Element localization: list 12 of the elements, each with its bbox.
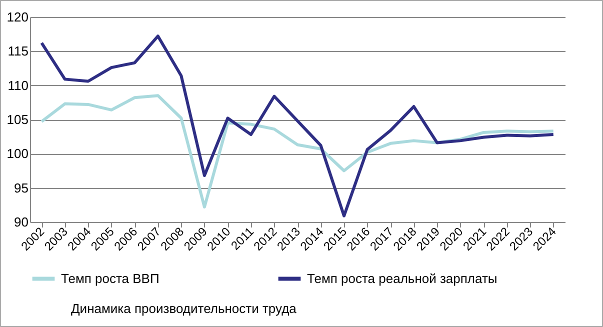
y-tick-label: 110 <box>8 78 28 93</box>
legend-label: Темп роста реальной зарплаты <box>307 270 498 286</box>
y-tick-label: 95 <box>14 180 28 196</box>
y-tick-label: 115 <box>8 44 28 59</box>
y-tick-label: 120 <box>6 10 28 24</box>
legend-label: Темп роста ВВП <box>61 270 160 286</box>
line-series <box>40 94 555 208</box>
y-tick-label: 100 <box>6 146 28 162</box>
line-series <box>40 34 555 218</box>
y-tick-label: 90 <box>14 214 28 230</box>
text: Динамика производительности труда <box>71 301 296 316</box>
y-tick-label: 105 <box>6 112 28 127</box>
